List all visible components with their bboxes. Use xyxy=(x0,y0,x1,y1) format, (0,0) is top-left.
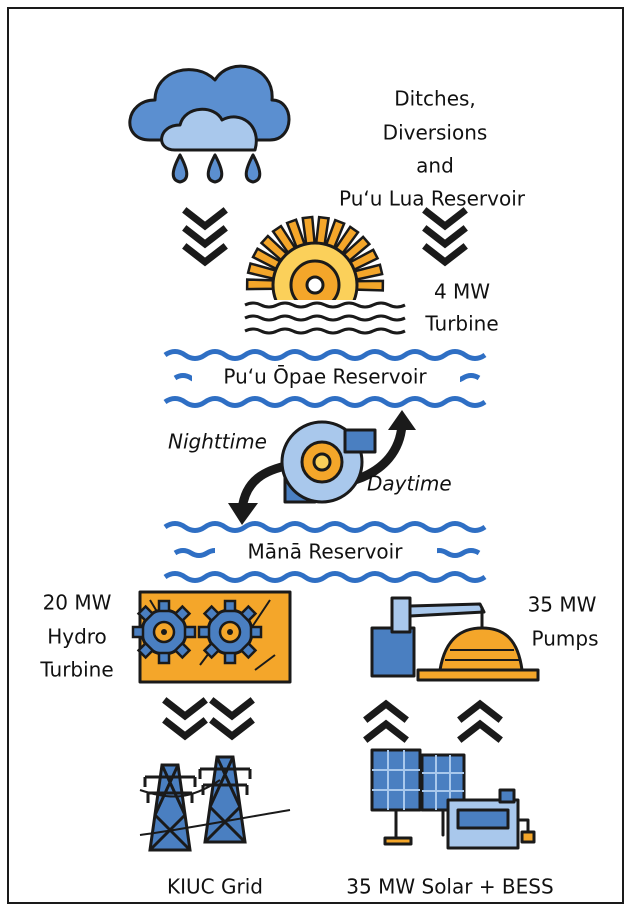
nighttime-label: Nighttime xyxy=(168,430,267,454)
solar-label: 35 MW Solar + BESS xyxy=(346,875,553,899)
label-line: 35 MW xyxy=(528,593,597,617)
reservoir-label: Mānā Reservoir xyxy=(248,540,404,564)
hydro-turbine-icon xyxy=(133,592,290,682)
label-line: 20 MW xyxy=(43,591,112,615)
label-line: Pumps xyxy=(532,627,599,651)
label-line: Diversions xyxy=(383,121,488,145)
reservoir-label: Pu‘u Ōpae Reservoir xyxy=(223,365,427,389)
label-line: 4 MW xyxy=(434,280,490,304)
label-line: and xyxy=(416,154,454,178)
diagram: Ditches, Diversions and Pu‘u Lua Reservo… xyxy=(0,0,631,911)
label-line: Turbine xyxy=(39,658,113,682)
hub xyxy=(307,277,323,293)
daytime-label: Daytime xyxy=(367,472,452,496)
label-line: Ditches, xyxy=(394,87,476,111)
label-line: Pu‘u Lua Reservoir xyxy=(339,187,526,211)
label-line: Turbine xyxy=(424,312,498,336)
hydro-label: 20 MW Hydro Turbine xyxy=(39,591,113,682)
label-line: Hydro xyxy=(47,625,107,649)
grid-label: KIUC Grid xyxy=(167,875,263,899)
